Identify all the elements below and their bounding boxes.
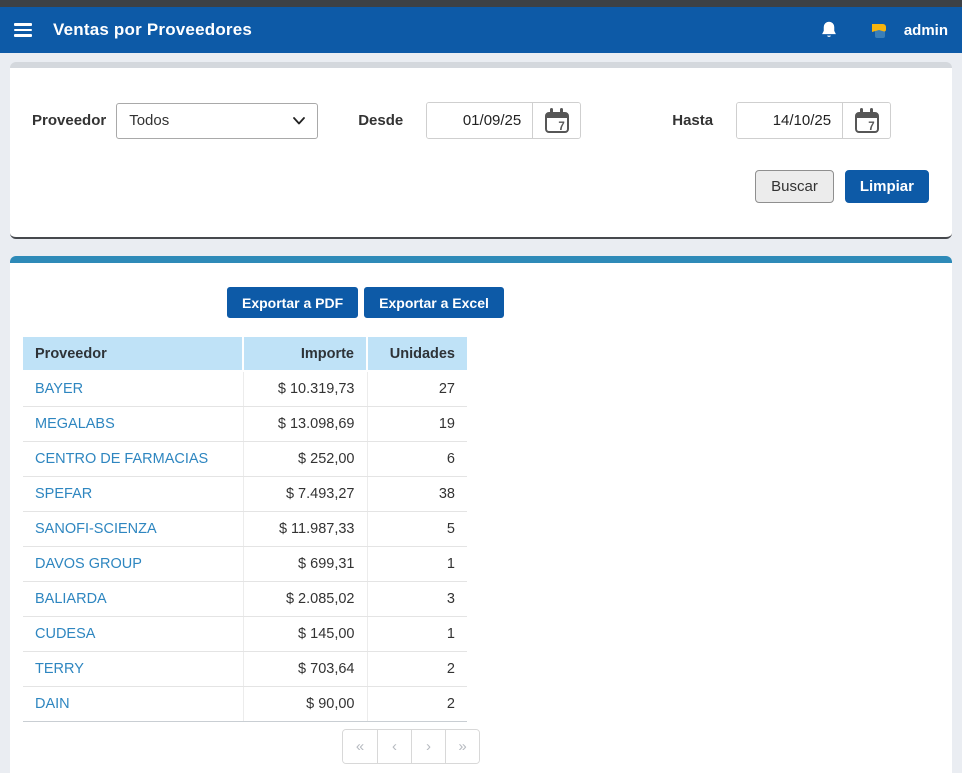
unidades-cell: 27: [367, 371, 467, 407]
filter-panel: Proveedor Todos Desde 7 Hasta: [10, 62, 952, 239]
filter-row: Proveedor Todos Desde 7 Hasta: [32, 102, 929, 139]
desde-input[interactable]: [427, 103, 533, 138]
menu-icon[interactable]: [14, 23, 32, 37]
results-panel: Exportar a PDF Exportar a Excel Proveedo…: [10, 256, 952, 773]
table-row: MEGALABS $ 13.098,69 19: [23, 406, 467, 442]
unidades-cell: 2: [367, 686, 467, 722]
chevron-down-icon: [293, 116, 306, 124]
provider-link[interactable]: BAYER: [35, 380, 84, 397]
hasta-label: Hasta: [672, 112, 714, 129]
importe-cell: $ 10.319,73: [243, 371, 368, 407]
unidades-cell: 38: [367, 476, 467, 512]
table-row: BALIARDA $ 2.085,02 3: [23, 581, 467, 617]
app-header: Ventas por Proveedores admin: [0, 7, 962, 53]
table-row: BAYER $ 10.319,73 27: [23, 371, 467, 407]
desde-calendar-button[interactable]: 7: [532, 103, 581, 138]
unidades-cell: 3: [367, 581, 467, 617]
importe-cell: $ 703,64: [243, 651, 368, 687]
user-menu[interactable]: admin: [903, 21, 948, 39]
unidades-cell: 2: [367, 651, 467, 687]
importe-cell: $ 90,00: [243, 686, 368, 722]
table-row: SANOFI-SCIENZA $ 11.987,33 5: [23, 511, 467, 547]
calendar-icon: 7: [854, 107, 879, 133]
page-prev-button[interactable]: ‹: [377, 729, 411, 763]
bell-icon[interactable]: [820, 20, 838, 40]
provider-link[interactable]: DAVOS GROUP: [35, 555, 142, 572]
provider-link[interactable]: SPEFAR: [35, 485, 93, 502]
calendar-icon: 7: [544, 107, 569, 133]
importe-cell: $ 13.098,69: [243, 406, 368, 442]
importe-cell: $ 7.493,27: [243, 476, 368, 512]
page-first-button[interactable]: «: [343, 729, 377, 763]
provider-link[interactable]: DAIN: [35, 695, 70, 712]
unidades-cell: 1: [367, 616, 467, 652]
column-importe: Importe: [243, 337, 368, 372]
page-last-button[interactable]: »: [445, 729, 479, 763]
importe-cell: $ 699,31: [243, 546, 368, 582]
provider-link[interactable]: SANOFI-SCIENZA: [35, 520, 157, 537]
provider-link[interactable]: MEGALABS: [35, 415, 115, 432]
proveedor-select-value: Todos: [129, 112, 170, 129]
provider-link[interactable]: BALIARDA: [35, 590, 107, 607]
column-unidades: Unidades: [367, 337, 467, 372]
table-row: TERRY $ 703,64 2: [23, 651, 467, 687]
hasta-date-group: 7: [736, 102, 892, 139]
hasta-calendar-button[interactable]: 7: [842, 103, 891, 138]
filter-actions: Buscar Limpiar: [32, 170, 929, 203]
header-right: admin: [820, 19, 948, 41]
importe-cell: $ 252,00: [243, 441, 368, 477]
limpiar-button[interactable]: Limpiar: [844, 170, 929, 203]
proveedor-select[interactable]: Todos: [116, 102, 319, 139]
pagination: « ‹ › »: [342, 728, 480, 764]
browser-top-strip: [0, 0, 962, 7]
column-proveedor: Proveedor: [23, 337, 244, 372]
provider-link[interactable]: TERRY: [35, 660, 84, 677]
importe-cell: $ 145,00: [243, 616, 368, 652]
page-next-button[interactable]: ›: [411, 729, 445, 763]
table-row: SPEFAR $ 7.493,27 38: [23, 476, 467, 512]
importe-cell: $ 2.085,02: [243, 581, 368, 617]
table-header-row: Proveedor Importe Unidades: [23, 337, 467, 372]
provider-link[interactable]: CENTRO DE FARMACIAS: [35, 450, 209, 467]
export-toolbar: Exportar a PDF Exportar a Excel: [227, 287, 952, 318]
unidades-cell: 19: [367, 406, 467, 442]
hasta-input[interactable]: [737, 103, 843, 138]
table-row: DAIN $ 90,00 2: [23, 686, 467, 722]
unidades-cell: 1: [367, 546, 467, 582]
unidades-cell: 6: [367, 441, 467, 477]
desde-date-group: 7: [426, 102, 582, 139]
importe-cell: $ 11.987,33: [243, 511, 368, 547]
desde-label: Desde: [358, 112, 404, 129]
unidades-cell: 5: [367, 511, 467, 547]
providers-table: Proveedor Importe Unidades BAYER $ 10.31…: [23, 337, 467, 722]
export-excel-button[interactable]: Exportar a Excel: [364, 287, 504, 318]
export-pdf-button[interactable]: Exportar a PDF: [227, 287, 359, 318]
proveedor-label: Proveedor: [32, 112, 107, 129]
page-title: Ventas por Proveedores: [53, 20, 253, 39]
table-row: CENTRO DE FARMACIAS $ 252,00 6: [23, 441, 467, 477]
user-avatar-icon[interactable]: [868, 19, 892, 41]
table-row: DAVOS GROUP $ 699,31 1: [23, 546, 467, 582]
pagination-row: « ‹ › »: [23, 728, 480, 764]
provider-link[interactable]: CUDESA: [35, 625, 96, 642]
table-row: CUDESA $ 145,00 1: [23, 616, 467, 652]
buscar-button[interactable]: Buscar: [755, 170, 834, 203]
